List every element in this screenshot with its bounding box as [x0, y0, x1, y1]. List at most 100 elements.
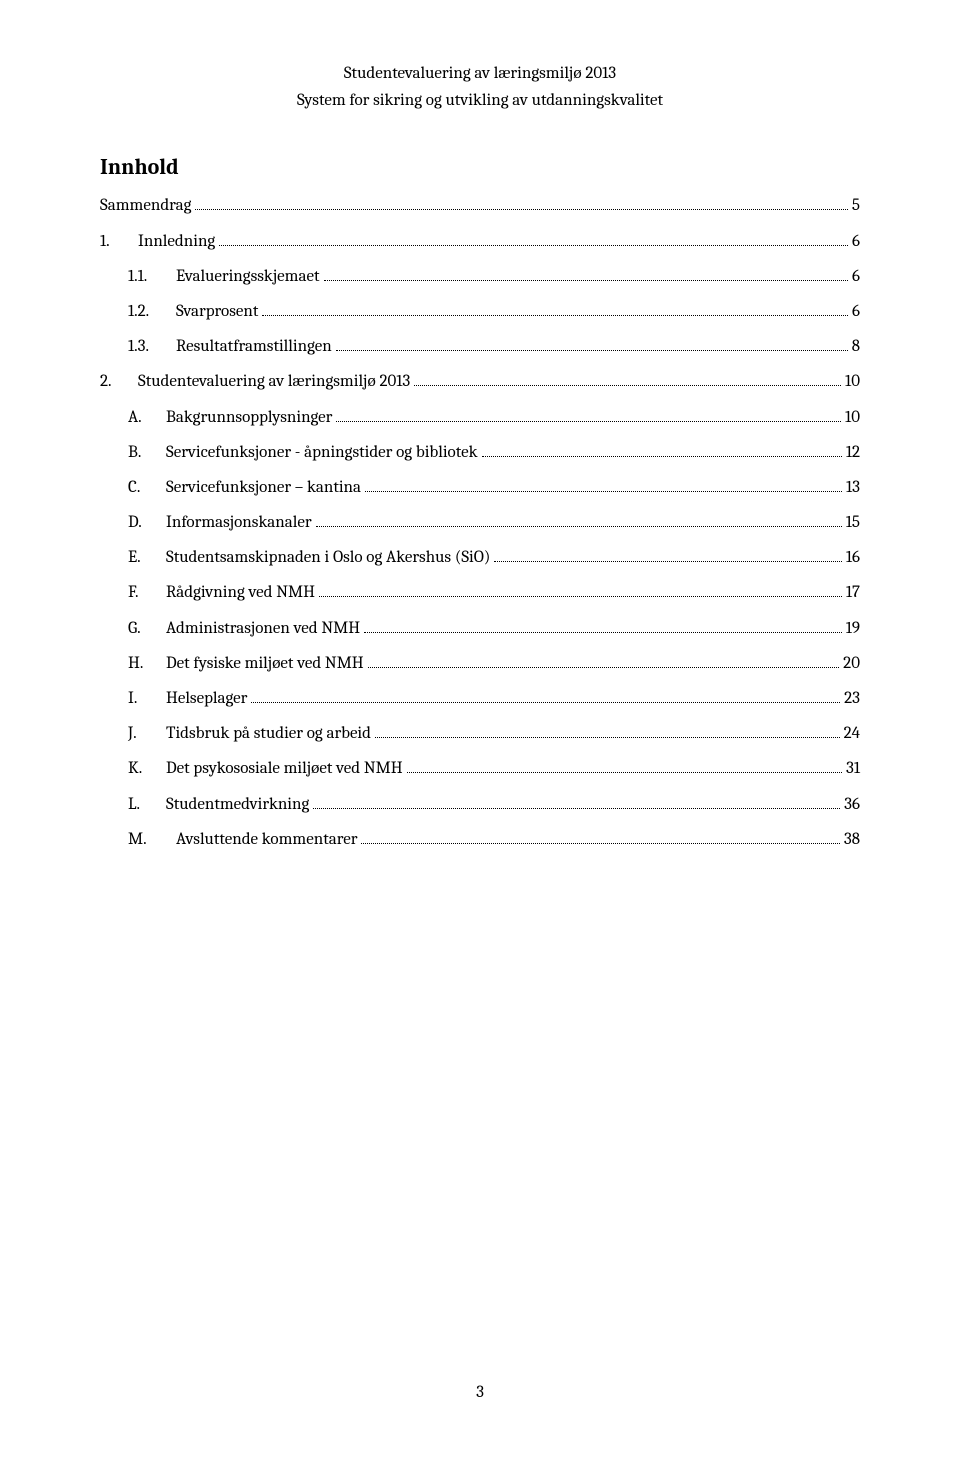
toc-entry-page: 6 [852, 263, 860, 290]
toc-entry-text: Informasjonskanaler [166, 513, 312, 532]
toc-entry[interactable]: M.Avsluttende kommentarer 38 [100, 826, 860, 853]
toc-entry[interactable]: F.Rådgivning ved NMH 17 [100, 579, 860, 606]
toc-entry-marker: 2. [100, 368, 138, 395]
toc-entry-dots [361, 843, 839, 844]
toc-entry-page: 16 [846, 544, 860, 571]
toc-entry[interactable]: Sammendrag 5 [100, 192, 860, 219]
toc-list: Sammendrag51.Innledning61.1.Evalueringss… [100, 192, 860, 853]
toc-entry-marker: M. [128, 826, 176, 853]
toc-entry-marker: L. [128, 791, 166, 818]
toc-entry[interactable]: A.Bakgrunnsopplysninger 10 [100, 404, 860, 431]
toc-entry[interactable]: 2.Studentevaluering av læringsmiljø 2013… [100, 368, 860, 395]
toc-entry-text: Tidsbruk på studier og arbeid [166, 724, 371, 743]
toc-entry-page: 17 [846, 579, 860, 606]
toc-entry-marker: F. [128, 579, 166, 606]
toc-entry-label: 1.1.Evalueringsskjemaet [128, 263, 320, 290]
toc-entry-text: Studentmedvirkning [166, 795, 309, 814]
toc-entry-label: F.Rådgivning ved NMH [128, 579, 315, 606]
toc-entry[interactable]: 1.Innledning 6 [100, 228, 860, 255]
toc-entry-page: 24 [844, 720, 860, 747]
toc-entry-label: 1.2.Svarprosent [128, 298, 258, 325]
toc-entry-page: 6 [852, 298, 860, 325]
toc-entry-dots [219, 245, 848, 246]
toc-entry[interactable]: H.Det fysiske miljøet ved NMH 20 [100, 650, 860, 677]
toc-entry-page: 36 [844, 791, 860, 818]
toc-entry-dots [316, 526, 842, 527]
toc-entry-label: I.Helseplager [128, 685, 247, 712]
toc-entry-dots [364, 632, 842, 633]
toc-entry-page: 15 [846, 509, 860, 536]
toc-entry-text: Sammendrag [100, 196, 191, 215]
toc-entry-page: 5 [852, 192, 860, 219]
toc-entry-text: Administrasjonen ved NMH [166, 619, 360, 638]
toc-entry[interactable]: C.Servicefunksjoner – kantina13 [100, 474, 860, 501]
toc-entry-marker: K. [128, 755, 166, 782]
toc-entry-label: B.Servicefunksjoner - åpningstider og bi… [128, 439, 478, 466]
toc-entry-text: Servicefunksjoner - åpningstider og bibl… [166, 443, 478, 462]
toc-entry-marker: 1.1. [128, 263, 176, 290]
toc-entry[interactable]: E.Studentsamskipnaden i Oslo og Akershus… [100, 544, 860, 571]
toc-entry-label: Sammendrag [100, 192, 191, 219]
toc-entry-label: G.Administrasjonen ved NMH [128, 615, 360, 642]
toc-entry-text: Rådgivning ved NMH [166, 583, 315, 602]
toc-entry-text: Det psykososiale miljøet ved NMH [166, 759, 403, 778]
toc-entry-dots [313, 808, 840, 809]
toc-entry-text: Helseplager [166, 689, 247, 708]
toc-entry-text: Innledning [138, 232, 215, 251]
toc-entry[interactable]: J.Tidsbruk på studier og arbeid 24 [100, 720, 860, 747]
toc-entry-dots [251, 702, 840, 703]
toc-entry-text: Svarprosent [176, 302, 258, 321]
toc-entry-page: 23 [844, 685, 860, 712]
toc-entry[interactable]: D.Informasjonskanaler 15 [100, 509, 860, 536]
toc-entry-dots [262, 315, 848, 316]
toc-entry-label: L.Studentmedvirkning [128, 791, 309, 818]
toc-entry-page: 6 [852, 228, 860, 255]
toc-entry-dots [482, 456, 842, 457]
toc-entry[interactable]: 1.3.Resultatframstillingen 8 [100, 333, 860, 360]
toc-entry[interactable]: G.Administrasjonen ved NMH19 [100, 615, 860, 642]
toc-entry-text: Bakgrunnsopplysninger [166, 408, 332, 427]
toc-entry-dots [414, 385, 841, 386]
toc-entry-page: 10 [845, 368, 860, 395]
toc-entry-dots [336, 350, 848, 351]
toc-entry-dots [336, 421, 841, 422]
toc-entry-marker: I. [128, 685, 166, 712]
toc-entry[interactable]: K.Det psykososiale miljøet ved NMH 31 [100, 755, 860, 782]
toc-entry-label: H.Det fysiske miljøet ved NMH [128, 650, 364, 677]
toc-entry-dots [407, 772, 842, 773]
toc-entry-label: 1.3.Resultatframstillingen [128, 333, 332, 360]
toc-entry-marker: D. [128, 509, 166, 536]
toc-entry-page: 38 [844, 826, 860, 853]
toc-entry-label: D.Informasjonskanaler [128, 509, 312, 536]
toc-entry-label: J.Tidsbruk på studier og arbeid [128, 720, 371, 747]
toc-entry-marker: E. [128, 544, 166, 571]
toc-entry-page: 20 [843, 650, 860, 677]
toc-entry-page: 13 [846, 474, 860, 501]
toc-entry-page: 10 [845, 404, 860, 431]
toc-entry-dots [375, 737, 840, 738]
toc-entry-label: M.Avsluttende kommentarer [128, 826, 357, 853]
toc-entry[interactable]: 1.1.Evalueringsskjemaet 6 [100, 263, 860, 290]
page-number: 3 [0, 1383, 960, 1402]
toc-entry-label: A.Bakgrunnsopplysninger [128, 404, 332, 431]
toc-entry-marker: G. [128, 615, 166, 642]
toc-entry[interactable]: I.Helseplager 23 [100, 685, 860, 712]
toc-entry-marker: J. [128, 720, 166, 747]
toc-entry-dots [195, 209, 848, 210]
toc-entry-page: 31 [846, 755, 860, 782]
toc-entry-text: Resultatframstillingen [176, 337, 332, 356]
page-header: Studentevaluering av læringsmiljø 2013 S… [100, 60, 860, 114]
toc-entry-page: 12 [846, 439, 860, 466]
toc-entry-text: Evalueringsskjemaet [176, 267, 320, 286]
toc-entry-label: E.Studentsamskipnaden i Oslo og Akershus… [128, 544, 490, 571]
toc-entry[interactable]: 1.2.Svarprosent 6 [100, 298, 860, 325]
toc-entry[interactable]: B.Servicefunksjoner - åpningstider og bi… [100, 439, 860, 466]
toc-entry-marker: 1. [100, 228, 138, 255]
toc-entry-page: 8 [852, 333, 860, 360]
toc-entry[interactable]: L.Studentmedvirkning 36 [100, 791, 860, 818]
toc-entry-text: Servicefunksjoner – kantina [166, 478, 361, 497]
toc-entry-label: K.Det psykososiale miljøet ved NMH [128, 755, 403, 782]
toc-entry-text: Studentsamskipnaden i Oslo og Akershus (… [166, 548, 490, 567]
toc-entry-label: 1.Innledning [100, 228, 215, 255]
header-line-1: Studentevaluering av læringsmiljø 2013 [100, 60, 860, 87]
